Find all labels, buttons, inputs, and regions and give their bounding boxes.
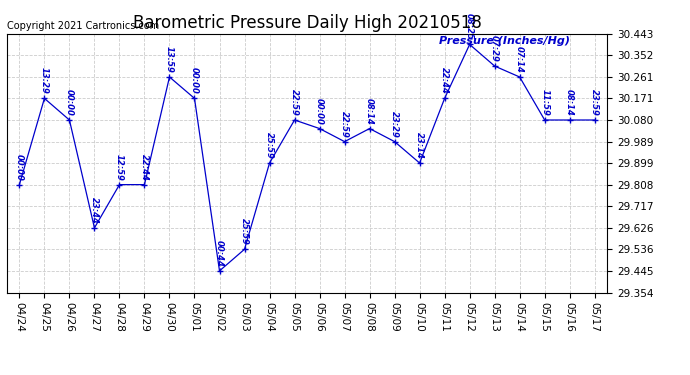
- Text: 08:14: 08:14: [365, 98, 374, 124]
- Text: 25:59: 25:59: [265, 132, 274, 159]
- Text: 08:25: 08:25: [465, 13, 474, 40]
- Text: 00:00: 00:00: [190, 68, 199, 94]
- Title: Barometric Pressure Daily High 20210518: Barometric Pressure Daily High 20210518: [132, 14, 482, 32]
- Text: Copyright 2021 Cartronics.com: Copyright 2021 Cartronics.com: [7, 21, 159, 31]
- Text: 22:59: 22:59: [340, 111, 349, 138]
- Text: 23:44: 23:44: [90, 197, 99, 224]
- Text: 22:59: 22:59: [290, 89, 299, 116]
- Text: 07:14: 07:14: [515, 46, 524, 73]
- Text: Pressure (Inches/Hg): Pressure (Inches/Hg): [439, 36, 570, 46]
- Text: 08:14: 08:14: [565, 89, 574, 116]
- Text: 13:59: 13:59: [165, 46, 174, 73]
- Text: 23:29: 23:29: [390, 111, 399, 138]
- Text: 00:00: 00:00: [15, 154, 24, 180]
- Text: 22:44: 22:44: [440, 68, 449, 94]
- Text: 00:00: 00:00: [315, 98, 324, 124]
- Text: 13:29: 13:29: [40, 68, 49, 94]
- Text: 25:59: 25:59: [240, 218, 249, 245]
- Text: 07:29: 07:29: [490, 35, 499, 62]
- Text: 00:44: 00:44: [215, 240, 224, 267]
- Text: 11:59: 11:59: [540, 89, 549, 116]
- Text: 22:44: 22:44: [140, 154, 149, 180]
- Text: 00:00: 00:00: [65, 89, 74, 116]
- Text: 23:59: 23:59: [590, 89, 599, 116]
- Text: 23:14: 23:14: [415, 132, 424, 159]
- Text: 12:59: 12:59: [115, 154, 124, 180]
